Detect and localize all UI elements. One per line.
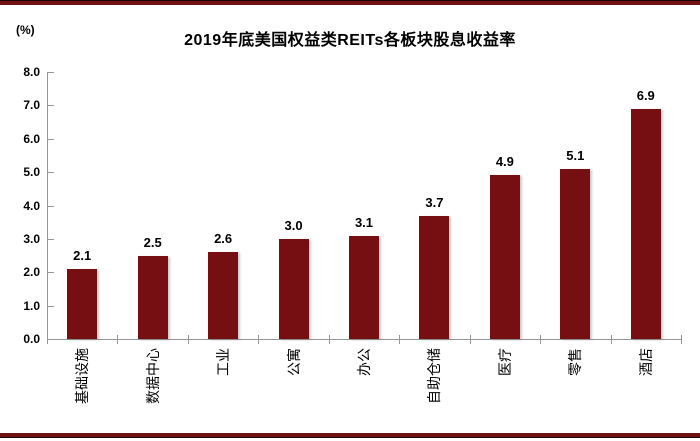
x-axis-tick	[47, 335, 48, 344]
bar	[560, 168, 591, 339]
y-axis-tick	[48, 139, 54, 140]
y-axis-tick-label: 5.0	[23, 165, 40, 179]
x-axis-tick	[188, 335, 189, 344]
x-axis-tick	[681, 335, 682, 344]
bar	[349, 235, 379, 339]
y-axis-line	[47, 72, 48, 339]
x-category-label-text: 数据中心	[144, 348, 161, 404]
bar	[278, 238, 309, 339]
y-axis-tick	[48, 339, 54, 340]
x-category-label-text: 公寓	[285, 348, 302, 376]
bar-value-label: 4.9	[495, 154, 514, 170]
x-axis-tick	[540, 335, 541, 344]
x-category-label-text: 基础设施	[74, 348, 91, 404]
bar	[419, 215, 450, 339]
x-category-label-text: 自助仓储	[426, 348, 443, 404]
top-divider-rule	[0, 0, 700, 5]
y-axis-tick	[48, 172, 54, 173]
bar-value-label: 2.6	[214, 231, 233, 247]
x-axis-tick	[611, 335, 612, 344]
x-category-label-text: 医疗	[496, 348, 513, 376]
bar	[489, 175, 520, 339]
x-category-label-text: 办公	[356, 348, 372, 376]
y-axis-tick-label: 6.0	[23, 132, 40, 146]
bar	[208, 252, 239, 339]
x-axis-line	[47, 339, 681, 340]
y-axis-tick-label: 7.0	[23, 98, 40, 112]
y-axis-tick	[48, 306, 54, 307]
y-axis-tick	[48, 105, 54, 106]
bar-value-label: 2.1	[73, 247, 92, 263]
y-axis-tick-label: 3.0	[23, 232, 40, 246]
x-axis-tick	[258, 335, 259, 344]
y-axis-tick	[48, 206, 54, 207]
y-axis-tick	[48, 272, 54, 273]
bar-value-label: 3.7	[425, 194, 444, 210]
bar	[137, 255, 168, 339]
y-axis-tick-label: 4.0	[23, 199, 40, 213]
bar-value-label: 3.0	[284, 217, 303, 233]
x-axis-tick	[117, 335, 118, 344]
x-axis-tick	[399, 335, 400, 344]
y-axis-tick-label: 8.0	[23, 65, 40, 79]
y-axis-tick	[48, 72, 54, 73]
x-axis-tick	[470, 335, 471, 344]
y-axis-tick	[48, 239, 54, 240]
bar-value-label: 3.1	[354, 214, 374, 230]
bar-value-label: 5.1	[566, 147, 585, 163]
bar	[67, 268, 98, 339]
bar	[630, 108, 661, 339]
bar-value-label: 2.5	[143, 234, 162, 250]
y-axis-unit-label: (%)	[16, 23, 35, 37]
x-category-label-text: 零售	[567, 348, 584, 376]
x-category-label-text: 工业	[215, 348, 232, 376]
bar-value-label: 6.9	[636, 87, 655, 103]
y-axis-tick-label: 2.0	[23, 265, 40, 279]
y-axis-tick-label: 0.0	[23, 332, 40, 346]
x-category-label-text: 酒店	[637, 348, 654, 376]
y-axis-tick-label: 1.0	[23, 299, 40, 313]
chart-title: 2019年底美国权益类REITs各板块股息收益率	[184, 32, 516, 49]
bottom-divider-rule	[0, 433, 700, 438]
x-axis-tick	[329, 335, 330, 344]
